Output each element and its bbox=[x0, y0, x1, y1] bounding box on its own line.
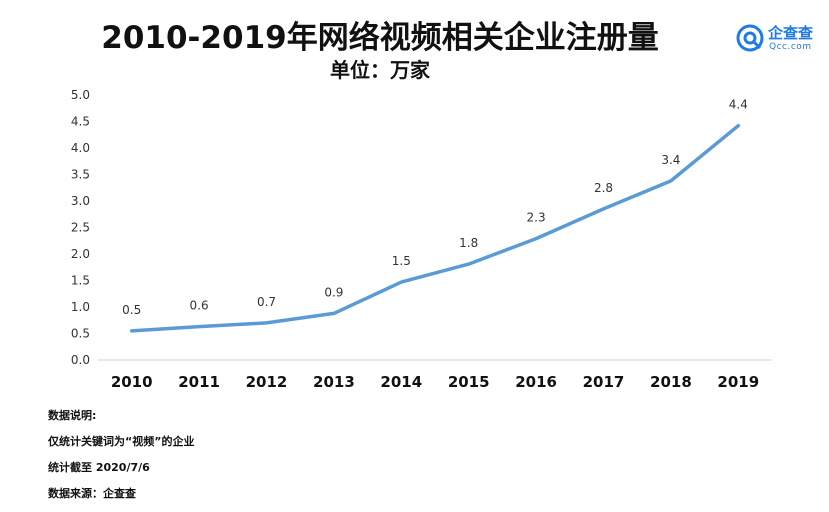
x-tick-label: 2019 bbox=[717, 373, 759, 391]
y-tick-label: 3.0 bbox=[71, 194, 90, 208]
data-label: 0.7 bbox=[257, 295, 276, 309]
y-tick-label: 5.0 bbox=[71, 88, 90, 102]
y-tick-label: 2.0 bbox=[71, 247, 90, 261]
x-tick-label: 2013 bbox=[313, 373, 355, 391]
data-label: 1.5 bbox=[392, 254, 411, 268]
data-label: 2.8 bbox=[594, 181, 613, 195]
y-tick-label: 0.0 bbox=[71, 353, 90, 367]
data-label: 0.9 bbox=[324, 285, 343, 299]
x-tick-label: 2011 bbox=[178, 373, 220, 391]
y-tick-label: 4.5 bbox=[71, 115, 90, 129]
x-tick-label: 2014 bbox=[380, 373, 422, 391]
qcc-logo-icon bbox=[736, 24, 764, 52]
data-label: 1.8 bbox=[459, 236, 478, 250]
y-tick-label: 0.5 bbox=[71, 327, 90, 341]
data-label: 0.6 bbox=[190, 299, 209, 313]
y-tick-label: 3.5 bbox=[71, 168, 90, 182]
x-tick-label: 2010 bbox=[111, 373, 153, 391]
logo-sub: Qcc.com bbox=[769, 42, 812, 52]
data-label: 2.3 bbox=[527, 211, 546, 225]
note-source: 数据来源：企查查 bbox=[48, 487, 136, 500]
chart-unit: 单位：万家 bbox=[330, 58, 430, 82]
data-label: 3.4 bbox=[661, 153, 680, 167]
x-tick-label: 2017 bbox=[583, 373, 625, 391]
x-tick-label: 2012 bbox=[246, 373, 288, 391]
chart-title: 2010-2019年网络视频相关企业注册量 bbox=[101, 20, 659, 56]
x-tick-label: 2016 bbox=[515, 373, 557, 391]
chart-notes: 数据说明: 仅统计关键词为“视频”的企业 统计截至 2020/7/6 数据来源：… bbox=[48, 408, 194, 512]
note-date: 统计截至 2020/7/6 bbox=[48, 461, 150, 474]
x-tick-label: 2015 bbox=[448, 373, 490, 391]
logo-name: 企查查 bbox=[768, 24, 814, 42]
data-label: 4.4 bbox=[729, 98, 748, 112]
y-tick-label: 1.5 bbox=[71, 274, 90, 288]
y-tick-label: 2.5 bbox=[71, 221, 90, 235]
note-heading: 数据说明: bbox=[48, 409, 97, 422]
x-tick-label: 2018 bbox=[650, 373, 692, 391]
y-tick-label: 4.0 bbox=[71, 141, 90, 155]
y-tick-label: 1.0 bbox=[71, 300, 90, 314]
data-label: 0.5 bbox=[122, 303, 141, 317]
note-keyword: 仅统计关键词为“视频”的企业 bbox=[48, 435, 195, 448]
qcc-logo: 企查查 Qcc.com bbox=[736, 24, 826, 56]
series-line bbox=[129, 123, 741, 333]
